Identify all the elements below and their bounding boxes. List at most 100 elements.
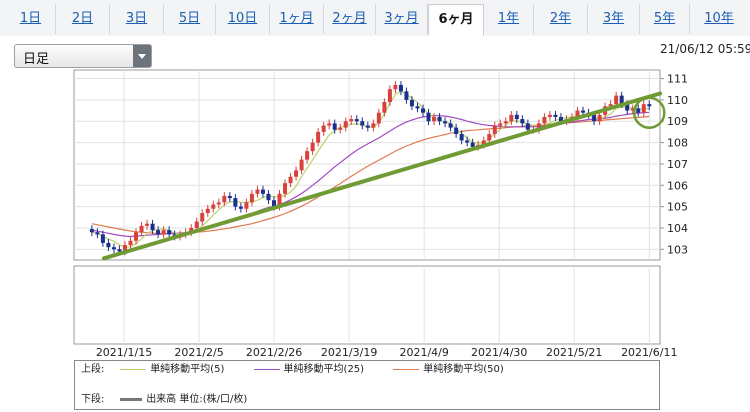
candle-up	[294, 170, 299, 177]
legend-lower-label: 下段:	[81, 394, 105, 405]
candles	[89, 81, 652, 256]
candle-up	[597, 114, 602, 122]
highlight-circle	[633, 96, 666, 129]
tab-2-years[interactable]: 2年	[534, 4, 588, 34]
candle-down	[514, 114, 519, 120]
candle-up	[216, 202, 221, 205]
candle-up	[492, 125, 497, 135]
candle-down	[647, 104, 652, 107]
candle-down	[443, 121, 448, 124]
x-tick-label: 2021/5/21	[546, 346, 602, 359]
tab-5-days[interactable]: 5日	[164, 4, 216, 34]
tab-3-years[interactable]: 3年	[588, 4, 640, 34]
candle-down	[437, 116, 442, 122]
legend-upper-label: 上段:	[81, 364, 105, 375]
candle-down	[360, 121, 365, 126]
candle-up	[382, 102, 387, 113]
tab-3-months[interactable]: 3ヶ月	[376, 4, 428, 34]
tab-1-month[interactable]: 1ヶ月	[270, 4, 324, 34]
y-tick-label: 103	[667, 243, 688, 256]
candle-down	[100, 234, 105, 243]
candle-up	[536, 123, 541, 130]
candle-up	[205, 208, 210, 214]
update-timestamp: 21/06/12 05:59	[660, 42, 750, 56]
legend-upper-row: 上段: 単純移動平均(5) 単純移動平均(25) 単純移動平均(50)	[81, 363, 504, 377]
y-tick-label: 106	[667, 179, 688, 192]
period-select[interactable]: 日足	[14, 44, 152, 68]
candle-up	[194, 221, 199, 228]
candle-up	[487, 134, 492, 141]
candle-down	[238, 206, 243, 209]
ma5-swatch	[120, 368, 147, 370]
tab-10-years[interactable]: 10年	[704, 11, 734, 26]
candle-down	[404, 91, 409, 100]
y-tick-label: 105	[667, 201, 688, 214]
volume-swatch	[120, 397, 143, 401]
candle-up	[608, 104, 613, 107]
candle-up	[277, 193, 282, 207]
ma50-swatch	[393, 368, 420, 370]
candle-up	[255, 189, 260, 194]
y-tick-label: 109	[667, 115, 688, 128]
volume-plot-frame	[73, 265, 661, 345]
x-tick-label: 2021/6/11	[621, 346, 677, 359]
y-tick-label: 108	[667, 137, 688, 150]
candle-down	[150, 223, 155, 231]
legend-ma25: 単純移動平均(25)	[283, 364, 365, 375]
candle-down	[553, 114, 558, 117]
candle-down	[167, 230, 172, 235]
candle-down	[233, 198, 238, 207]
candle-up	[211, 204, 216, 209]
y-tick-label: 104	[667, 222, 688, 235]
tab-2-days[interactable]: 2日	[56, 4, 110, 34]
candle-down	[266, 193, 271, 201]
y-tick-label: 107	[667, 158, 688, 171]
candle-down	[271, 200, 276, 207]
candle-up	[222, 195, 227, 203]
candle-up	[432, 116, 437, 122]
tab-1-day[interactable]: 1日	[6, 4, 56, 34]
candle-up	[288, 176, 293, 184]
candle-up	[139, 225, 144, 233]
candle-up	[349, 119, 354, 122]
candle-up	[161, 230, 166, 235]
candle-up	[343, 121, 348, 128]
candle-down	[106, 242, 111, 248]
y-tick-label: 111	[667, 73, 688, 86]
candle-down	[111, 247, 116, 250]
legend-ma50: 単純移動平均(50)	[423, 364, 504, 375]
candle-up	[299, 159, 304, 171]
candle-down	[332, 123, 337, 130]
candle-down	[426, 112, 431, 122]
candle-down	[619, 95, 624, 105]
candle-down	[592, 114, 597, 122]
x-tick-label: 2021/1/15	[96, 346, 152, 359]
candle-down	[398, 84, 403, 92]
candle-up	[134, 232, 139, 241]
x-tick-label: 2021/2/26	[246, 346, 302, 359]
candle-up	[128, 240, 133, 246]
candle-down	[227, 195, 232, 199]
candle-down	[89, 229, 94, 233]
candle-down	[581, 110, 586, 113]
chart-legend: 上段: 単純移動平均(5) 単純移動平均(25) 単純移動平均(50) 下段: …	[74, 360, 660, 410]
candle-up	[321, 125, 326, 132]
candle-up	[305, 151, 310, 160]
candle-down	[409, 99, 414, 107]
tab-3-days[interactable]: 3日	[110, 4, 164, 34]
x-tick-label: 2021/4/9	[399, 346, 448, 359]
tab-1-year[interactable]: 1年	[484, 4, 534, 34]
candle-down	[156, 230, 161, 235]
candle-down	[448, 123, 453, 128]
candle-up	[283, 183, 288, 194]
candle-up	[376, 112, 381, 124]
tab-2-months[interactable]: 2ヶ月	[324, 4, 376, 34]
tab-5-years[interactable]: 5年	[640, 4, 690, 34]
tab-10-days[interactable]: 10日	[216, 4, 270, 34]
tab-6-months[interactable]: 6ヶ月	[428, 4, 484, 36]
candle-down	[558, 116, 563, 122]
candle-down	[117, 249, 122, 252]
candle-up	[122, 245, 127, 252]
chevron-down-icon[interactable]	[133, 45, 151, 67]
period-select-value: 日足	[23, 52, 50, 67]
